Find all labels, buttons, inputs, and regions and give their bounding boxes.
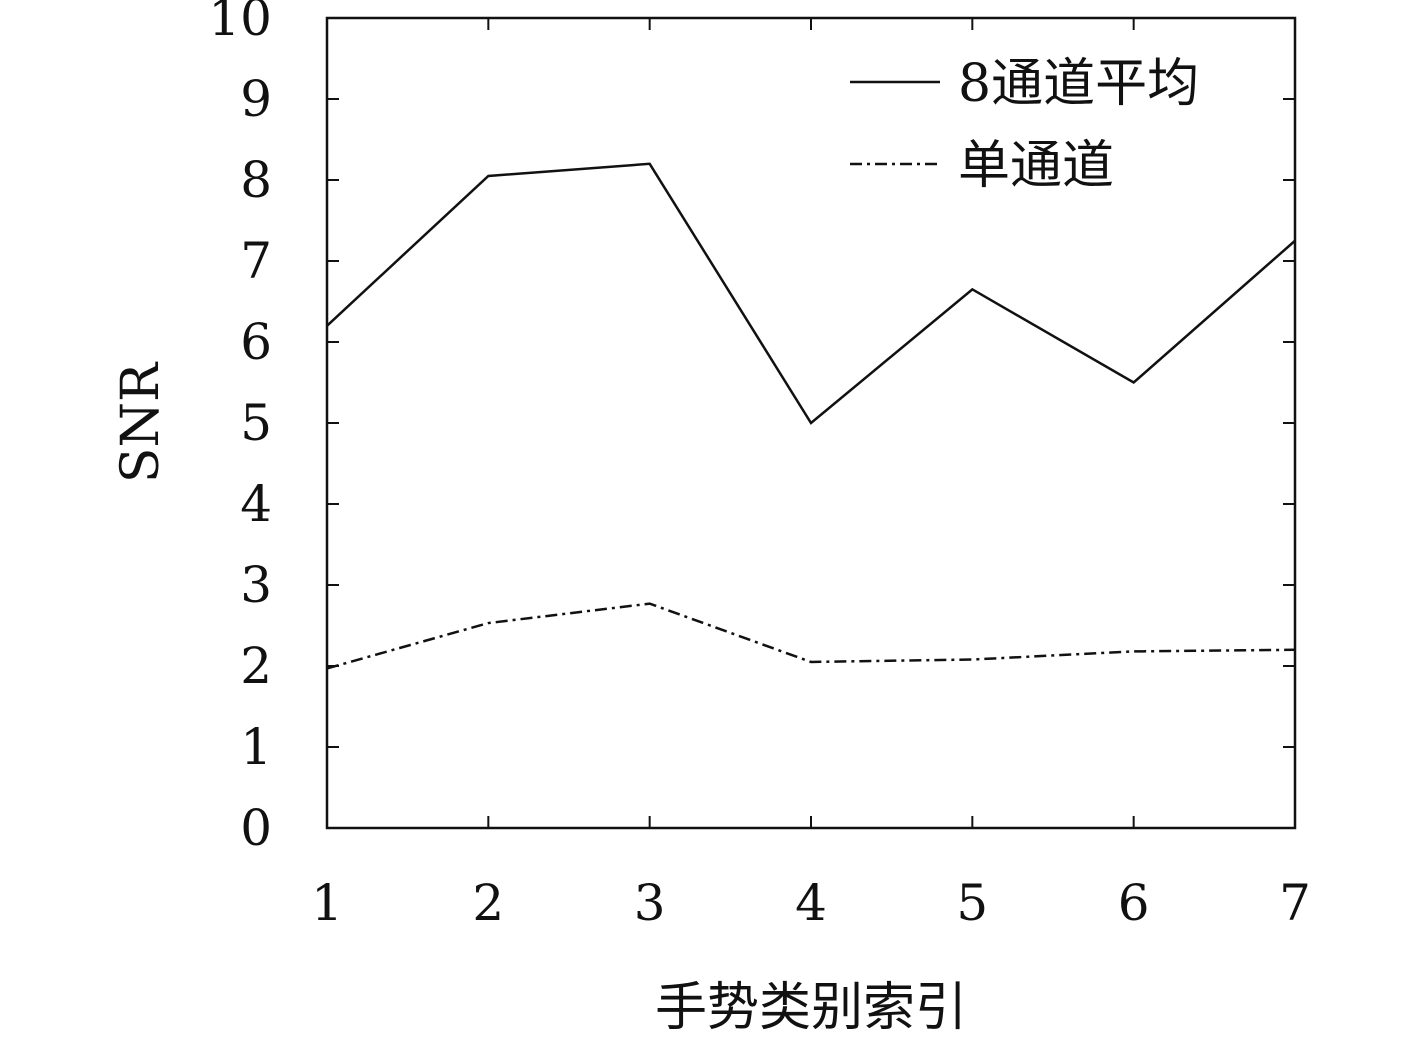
y-tick-label: 9 xyxy=(240,70,272,128)
y-tick-label: 6 xyxy=(240,313,272,371)
y-tick-label: 10 xyxy=(208,0,272,47)
y-tick-label: 0 xyxy=(240,799,272,857)
x-tick-label: 1 xyxy=(311,874,343,932)
y-tick-label: 5 xyxy=(240,394,272,452)
x-tick-label: 3 xyxy=(634,874,666,932)
x-tick-label: 4 xyxy=(795,874,827,932)
series-line-single-ch xyxy=(326,602,1296,670)
series-line-8ch-avg xyxy=(326,162,1296,425)
x-tick-label: 5 xyxy=(956,874,988,932)
plot-frame xyxy=(325,16,1297,830)
x-axis-title: 手势类别索引 xyxy=(655,978,967,1038)
x-axis-ticks: 1 2 3 4 5 6 7 xyxy=(311,18,1311,932)
legend: 8通道平均 单通道 xyxy=(850,54,1199,196)
series-layer xyxy=(326,162,1296,670)
x-tick-label: 2 xyxy=(472,874,504,932)
legend-label-8ch-avg: 8通道平均 xyxy=(958,54,1199,114)
legend-label-single-ch: 单通道 xyxy=(958,136,1114,196)
y-tick-label: 8 xyxy=(240,151,272,209)
y-tick-label: 1 xyxy=(240,718,272,776)
y-tick-label: 2 xyxy=(240,637,272,695)
y-axis-ticks: 0 1 2 3 4 5 6 7 8 9 10 xyxy=(208,0,1295,857)
x-tick-label: 7 xyxy=(1279,874,1311,932)
x-tick-label: 6 xyxy=(1118,874,1150,932)
y-tick-label: 3 xyxy=(240,556,272,614)
y-tick-label: 7 xyxy=(240,232,272,290)
y-axis-title: SNR xyxy=(111,361,171,483)
y-tick-label: 4 xyxy=(240,475,272,533)
